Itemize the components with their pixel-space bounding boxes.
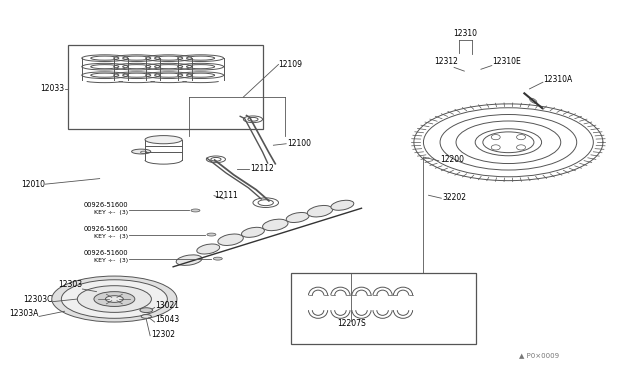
Text: 12303A: 12303A: [10, 310, 39, 318]
Text: 12303C: 12303C: [24, 295, 53, 304]
Text: 12010: 12010: [21, 180, 45, 189]
Text: KEY ÷-  (3): KEY ÷- (3): [94, 258, 129, 263]
Ellipse shape: [145, 136, 182, 144]
Ellipse shape: [331, 200, 354, 210]
Ellipse shape: [52, 276, 177, 322]
Text: 32202: 32202: [443, 193, 467, 202]
Text: 12303: 12303: [58, 280, 83, 289]
Ellipse shape: [141, 315, 152, 318]
Ellipse shape: [191, 209, 200, 212]
Text: KEY ÷-  (3): KEY ÷- (3): [94, 210, 129, 215]
Text: 12312: 12312: [435, 57, 458, 67]
Text: 13021: 13021: [156, 301, 179, 310]
Text: 12200: 12200: [440, 155, 464, 164]
Ellipse shape: [241, 227, 264, 237]
Ellipse shape: [307, 205, 333, 217]
Ellipse shape: [262, 219, 288, 231]
Ellipse shape: [213, 257, 222, 260]
Ellipse shape: [94, 292, 135, 307]
Text: 12310: 12310: [454, 29, 477, 38]
Text: 00926-51600: 00926-51600: [84, 250, 129, 256]
Ellipse shape: [530, 98, 537, 103]
Text: 00926-51600: 00926-51600: [84, 226, 129, 232]
Text: 12310E: 12310E: [492, 57, 521, 67]
Text: 12207S: 12207S: [337, 319, 365, 328]
Text: 12310A: 12310A: [543, 75, 573, 84]
Text: 12111: 12111: [214, 191, 238, 200]
Text: ▲ P0×0009: ▲ P0×0009: [519, 352, 559, 358]
Ellipse shape: [77, 286, 152, 312]
Ellipse shape: [207, 233, 216, 236]
Ellipse shape: [218, 234, 243, 246]
Ellipse shape: [176, 255, 202, 265]
Text: 12100: 12100: [287, 139, 311, 148]
Text: 15043: 15043: [156, 315, 179, 324]
Text: 12109: 12109: [278, 60, 303, 69]
Bar: [68, 45, 262, 129]
Text: 12033: 12033: [40, 84, 65, 93]
Ellipse shape: [132, 149, 151, 154]
Ellipse shape: [286, 212, 309, 222]
Text: 00926-51600: 00926-51600: [84, 202, 129, 208]
Ellipse shape: [196, 244, 220, 254]
Ellipse shape: [140, 308, 153, 312]
Text: 12302: 12302: [151, 330, 175, 339]
Text: KEY ÷-  (3): KEY ÷- (3): [94, 234, 129, 239]
Ellipse shape: [106, 296, 124, 302]
Text: 12112: 12112: [250, 164, 273, 173]
Ellipse shape: [61, 280, 168, 318]
Bar: [291, 273, 476, 343]
